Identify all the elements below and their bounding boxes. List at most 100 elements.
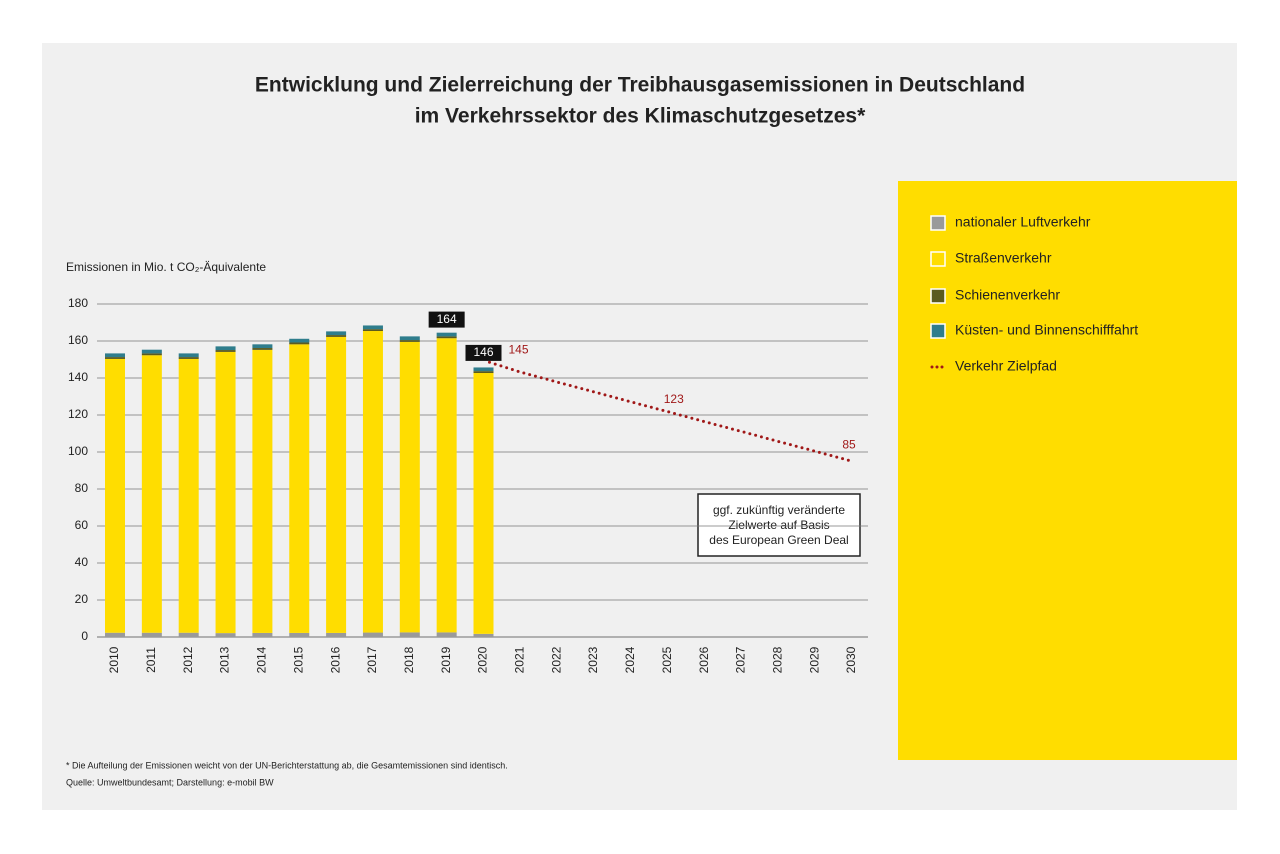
bar-segment [215,351,236,634]
bar-segment [178,632,199,637]
total-label: 164 [437,312,457,326]
y-tick-label: 180 [68,296,88,310]
annotation: ggf. zukünftig veränderte [713,503,845,517]
x-tick-label: 2023 [586,646,600,673]
bar-segment [215,346,236,351]
x-tick-label: 2025 [660,646,674,673]
bar-segment [399,336,420,341]
bar-segment [473,373,494,634]
total-label: 146 [473,345,493,359]
bar-segment [252,632,273,637]
bar-segment [473,633,494,637]
bar-segment [326,331,347,336]
chart-title: Entwicklung und Zielerreichung der Treib… [255,74,1025,97]
bar-segment [289,342,310,345]
bar-segment [326,335,347,337]
bar-segment [362,331,383,633]
bar-segment [436,332,457,337]
bar-segment [105,358,125,633]
bar-segment [362,632,383,637]
annotation: Zielwerte auf Basis [728,518,829,532]
legend-label: Straßenverkehr [955,250,1052,266]
x-tick-label: 2018 [402,646,416,673]
path-label: 123 [664,392,684,406]
chart-title: im Verkehrssektor des Klimaschutzgesetze… [415,105,866,128]
x-tick-label: 2024 [623,646,637,673]
y-tick-label: 20 [75,592,89,606]
x-tick-label: 2013 [218,646,232,673]
bar-segment [289,344,310,633]
x-tick-label: 2014 [255,646,269,673]
bar-segment [252,349,273,633]
legend-label: Schienenverkehr [955,287,1060,303]
bar-segment [362,329,383,332]
bar-segment [252,348,273,350]
bar-segment [105,632,125,637]
x-tick-label: 2011 [144,647,158,673]
bar-segment [436,338,457,633]
y-tick-label: 120 [68,407,88,421]
bar-segment [473,367,494,372]
bar-segment [473,371,494,374]
x-tick-label: 2022 [549,646,563,673]
y-axis-label: Emissionen in Mio. t CO₂-Äquivalente [66,260,266,274]
bar-segment [215,633,236,637]
bar-segment [141,632,162,637]
bar-segment [399,632,420,637]
legend-label: Verkehr Zielpfad [955,358,1057,374]
y-tick-label: 40 [75,555,89,569]
bar-segment [289,632,310,637]
bar-segment [399,340,420,342]
path-label: 145 [508,342,528,356]
y-tick-label: 100 [68,444,88,458]
x-tick-label: 2017 [365,646,379,673]
bar-segment [178,353,199,358]
annotation: des European Green Deal [709,533,848,547]
footnote: * Die Aufteilung der Emissionen weicht v… [66,760,508,770]
bar-segment [326,632,347,637]
x-tick-label: 2021 [513,646,527,673]
bar-segment [105,357,125,359]
x-tick-label: 2028 [770,646,784,673]
y-tick-label: 60 [75,518,89,532]
bar-segment [178,357,199,359]
legend-swatch [930,288,946,304]
y-tick-label: 80 [75,481,89,495]
bar-segment [141,353,162,356]
bar-segment [141,349,162,354]
legend-swatch [930,323,946,339]
x-tick-label: 2016 [328,646,342,673]
x-tick-label: 2015 [291,646,305,673]
bar-segment [141,355,162,633]
x-tick-label: 2027 [734,646,748,673]
bar-segment [178,358,199,633]
y-tick-label: 140 [68,370,88,384]
legend-label: nationaler Luftverkehr [955,214,1091,230]
x-tick-label: 2019 [439,646,453,673]
bar-segment [362,325,383,330]
x-tick-label: 2012 [181,646,195,673]
legend-swatch [930,251,946,267]
x-tick-label: 2010 [107,646,121,673]
x-tick-label: 2020 [476,646,490,673]
path-label: 85 [842,437,856,451]
x-tick-label: 2029 [807,646,821,673]
annotation-box [697,493,861,557]
bar-segment [215,350,236,352]
bar-segment [436,632,457,637]
footnote: Quelle: Umweltbundesamt; Darstellung: e-… [66,777,274,787]
x-tick-label: 2026 [697,646,711,673]
target-line [488,360,854,463]
bar-segment [105,353,125,358]
bar-segment [252,344,273,349]
total-label-bg [465,344,502,361]
bar-segment [399,341,420,633]
y-tick-label: 0 [81,629,88,643]
x-tick-label: 2030 [844,646,858,673]
legend-swatch [930,215,946,231]
bar-segment [436,336,457,339]
bar-segment [326,336,347,633]
legend-box [898,181,1237,760]
y-tick-label: 160 [68,333,88,347]
